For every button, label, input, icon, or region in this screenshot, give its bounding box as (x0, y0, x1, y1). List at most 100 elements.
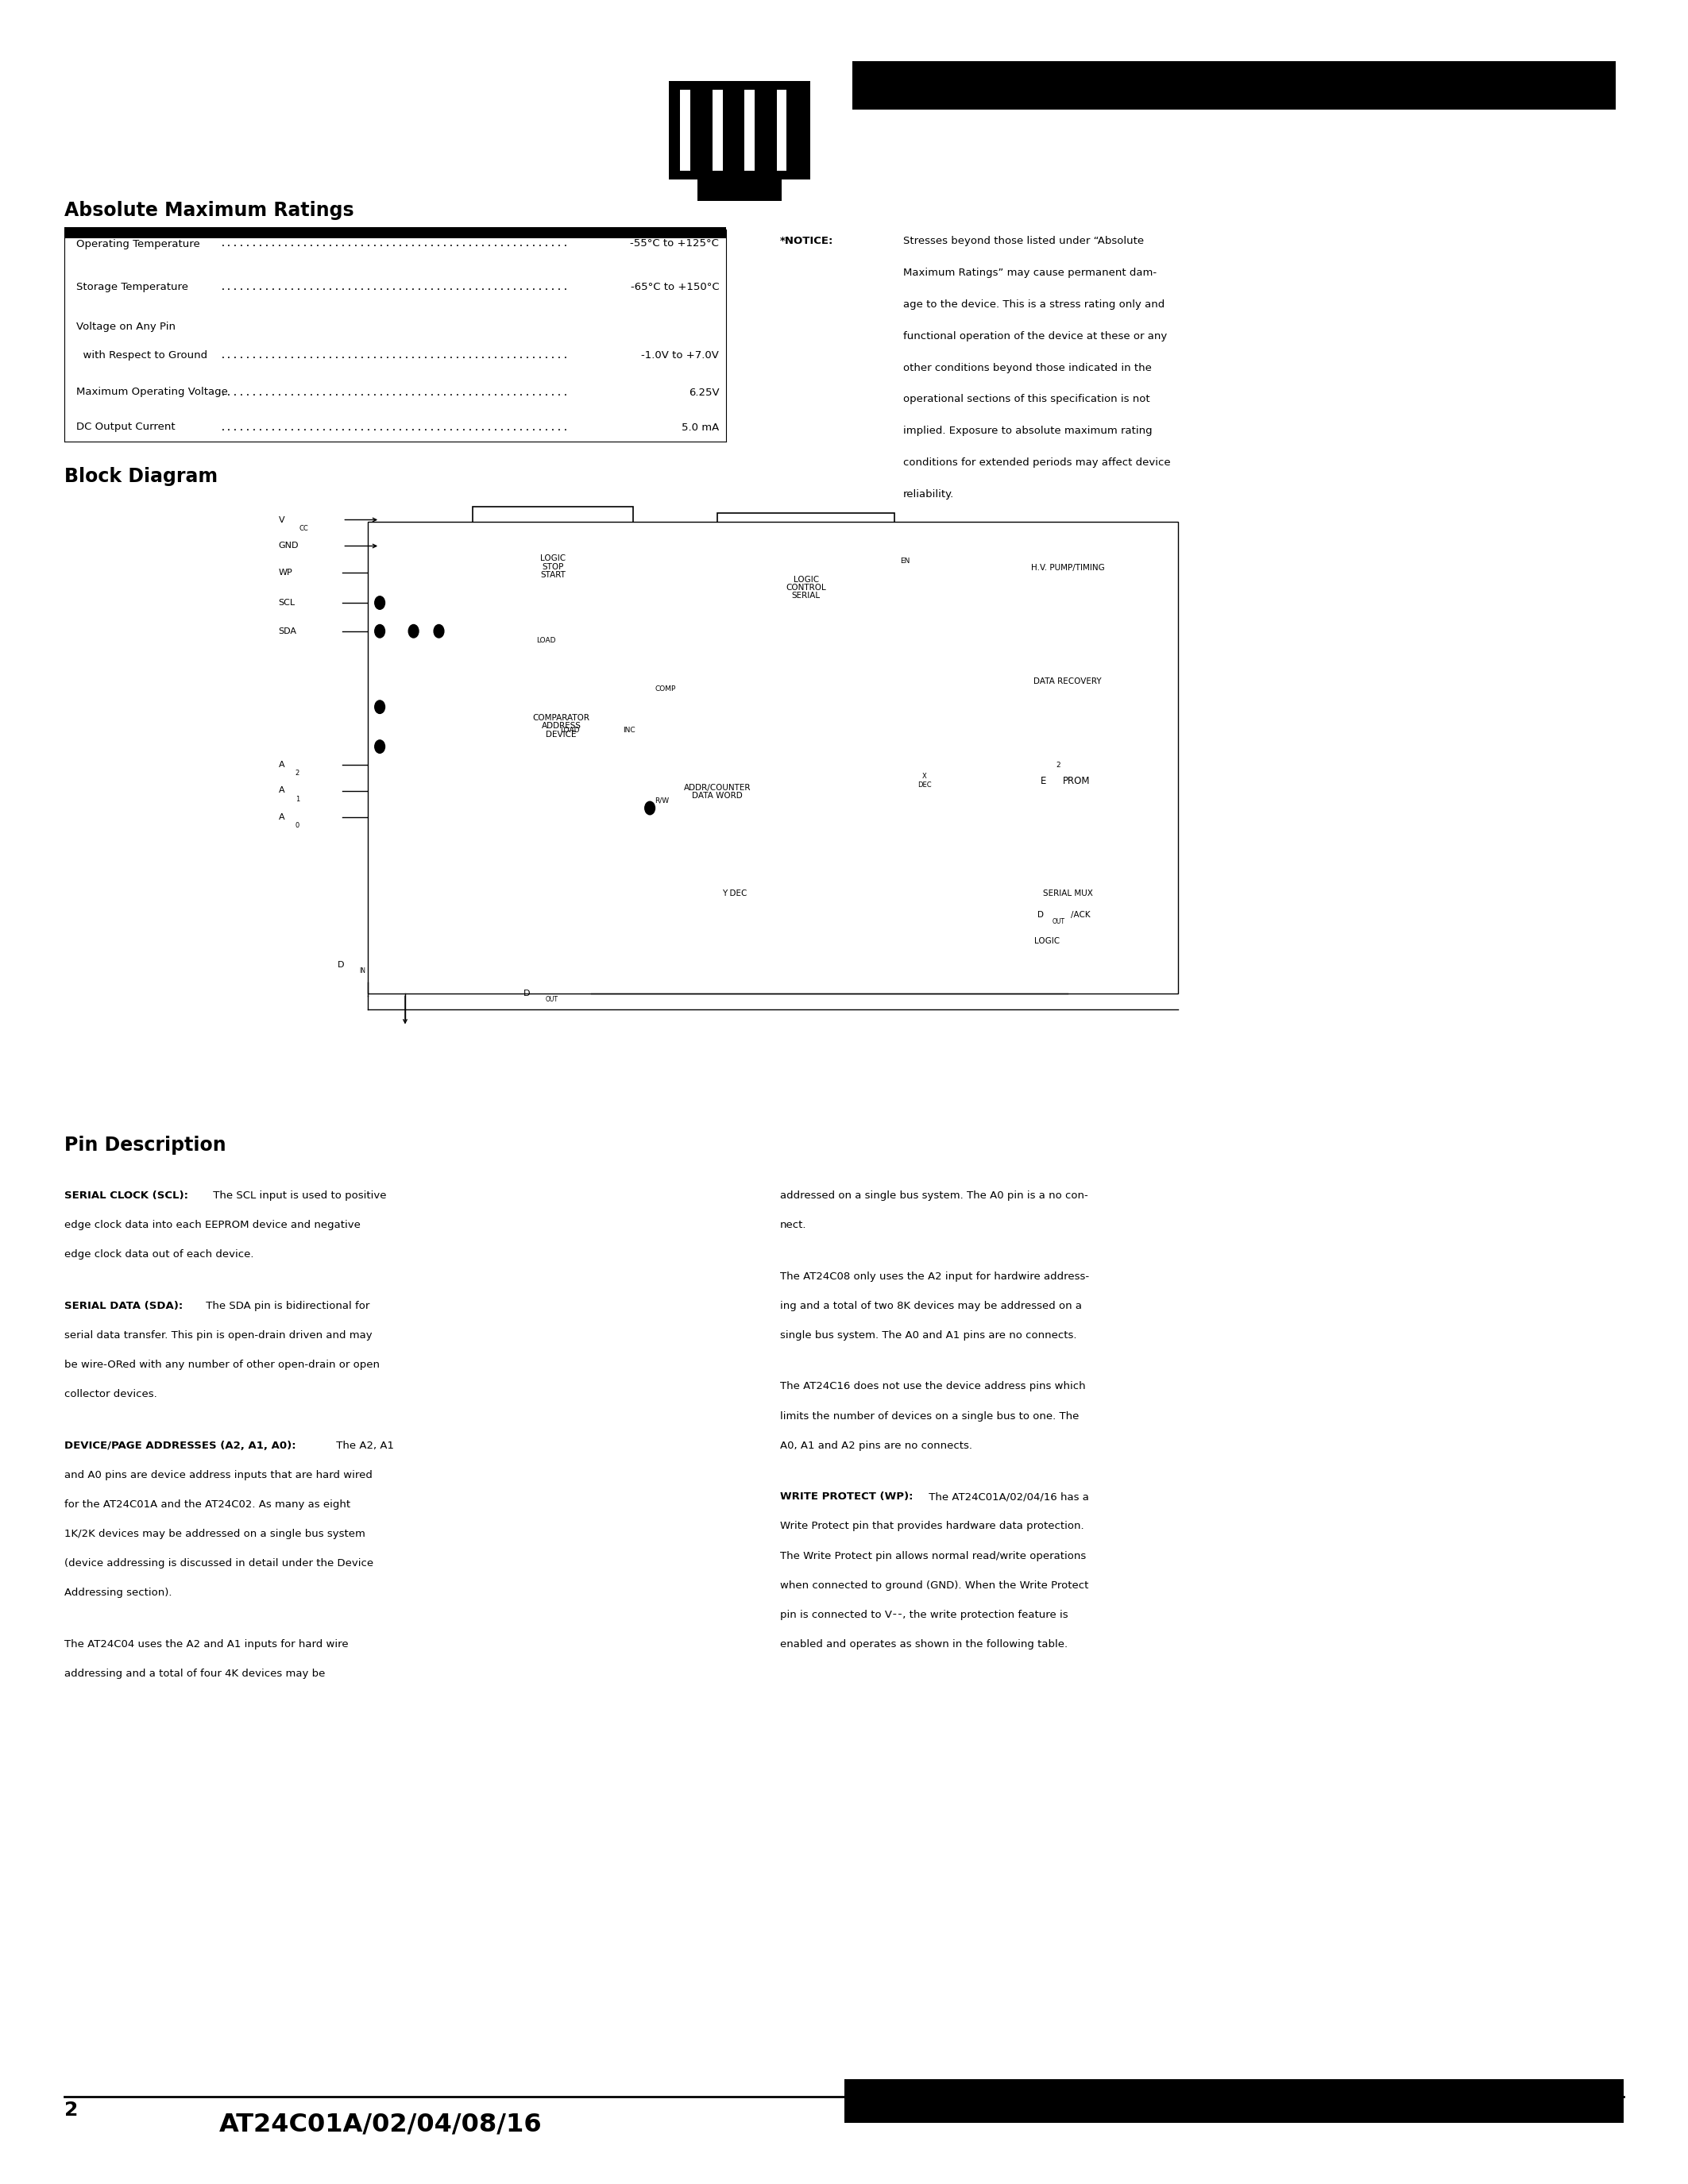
Text: operational sections of this specification is not: operational sections of this specificati… (903, 395, 1150, 404)
Text: ADDR/COUNTER: ADDR/COUNTER (684, 784, 751, 791)
Text: CC: CC (299, 524, 309, 533)
Text: The A2, A1: The A2, A1 (333, 1441, 393, 1450)
Text: DC Output Current: DC Output Current (76, 422, 176, 432)
Text: collector devices.: collector devices. (64, 1389, 157, 1400)
Text: age to the device. This is a stress rating only and: age to the device. This is a stress rati… (903, 299, 1165, 310)
Text: Write Protect pin that provides hardware data protection.: Write Protect pin that provides hardware… (780, 1520, 1084, 1531)
Bar (625, 743, 810, 841)
Text: D: D (1036, 911, 1043, 919)
Text: (device addressing is discussed in detail under the Device: (device addressing is discussed in detai… (64, 1559, 373, 1568)
Text: when connected to ground (GND). When the Write Protect: when connected to ground (GND). When the… (780, 1581, 1089, 1590)
Text: SERIAL: SERIAL (792, 592, 820, 601)
Text: GND: GND (279, 542, 299, 550)
Text: PROM: PROM (1063, 775, 1090, 786)
Text: Storage Temperature: Storage Temperature (76, 282, 187, 293)
Text: Stresses beyond those listed under “Absolute: Stresses beyond those listed under “Abso… (903, 236, 1144, 247)
Text: The SDA pin is bidirectional for: The SDA pin is bidirectional for (203, 1302, 370, 1310)
Text: SERIAL MUX: SERIAL MUX (1043, 889, 1092, 898)
Text: serial data transfer. This pin is open-drain driven and may: serial data transfer. This pin is open-d… (64, 1330, 371, 1341)
Text: 5.0 mA: 5.0 mA (682, 422, 719, 432)
Text: addressed on a single bus system. The A0 pin is a no con-: addressed on a single bus system. The A0… (780, 1190, 1087, 1201)
Text: reliability.: reliability. (903, 489, 954, 500)
Text: A0, A1 and A2 pins are no connects.: A0, A1 and A2 pins are no connects. (780, 1441, 972, 1450)
Bar (667, 858, 802, 928)
Text: STOP: STOP (542, 563, 564, 570)
Text: LOAD: LOAD (560, 727, 581, 734)
Text: Operating Temperature: Operating Temperature (76, 238, 199, 249)
Text: and A0 pins are device address inputs that are hard wired: and A0 pins are device address inputs th… (64, 1470, 373, 1481)
Bar (852, 61, 1615, 109)
Text: LOGIC: LOGIC (1035, 937, 1060, 946)
Text: SERIAL CLOCK (SCL):: SERIAL CLOCK (SCL): (64, 1190, 187, 1201)
Text: Y DEC: Y DEC (722, 889, 746, 898)
Text: for the AT24C01A and the AT24C02. As many as eight: for the AT24C01A and the AT24C02. As man… (64, 1500, 349, 1509)
Text: INC: INC (623, 727, 635, 734)
Text: Pin Description: Pin Description (64, 1136, 226, 1155)
Text: .......................................................: ........................................… (219, 238, 571, 249)
Circle shape (375, 740, 385, 753)
Bar (971, 524, 1165, 612)
Text: pin is connected to V⁃⁃, the write protection feature is: pin is connected to V⁃⁃, the write prote… (780, 1610, 1069, 1621)
Circle shape (375, 596, 385, 609)
Text: Block Diagram: Block Diagram (64, 467, 218, 487)
Bar (368, 522, 1178, 994)
Text: edge clock data out of each device.: edge clock data out of each device. (64, 1249, 253, 1260)
Text: The AT24C16 does not use the device address pins which: The AT24C16 does not use the device addr… (780, 1382, 1085, 1391)
Text: Voltage on Any Pin: Voltage on Any Pin (76, 321, 176, 332)
Text: Maximum Operating Voltage: Maximum Operating Voltage (76, 387, 228, 397)
Text: A: A (279, 786, 285, 795)
Text: DEVICE: DEVICE (545, 729, 577, 738)
Text: A: A (279, 760, 285, 769)
Text: 1K/2K devices may be addressed on a single bus system: 1K/2K devices may be addressed on a sing… (64, 1529, 365, 1540)
Text: V: V (279, 515, 285, 524)
Text: enabled and operates as shown in the following table.: enabled and operates as shown in the fol… (780, 1638, 1067, 1649)
Text: 2: 2 (295, 769, 299, 778)
Text: START: START (540, 570, 565, 579)
Text: other conditions beyond those indicated in the: other conditions beyond those indicated … (903, 363, 1151, 373)
Text: LOGIC: LOGIC (793, 577, 819, 583)
Text: The AT24C01A/02/04/16 has a: The AT24C01A/02/04/16 has a (925, 1492, 1089, 1503)
Text: WP: WP (279, 568, 292, 577)
Text: functional operation of the device at these or any: functional operation of the device at th… (903, 332, 1166, 341)
Text: .......................................................: ........................................… (219, 422, 571, 432)
Text: /ACK: /ACK (1072, 911, 1090, 919)
Bar (971, 885, 1165, 972)
Text: The Write Protect pin allows normal read/write operations: The Write Protect pin allows normal read… (780, 1551, 1085, 1562)
Text: IN: IN (360, 968, 366, 974)
Text: The AT24C04 uses the A2 and A1 inputs for hard wire: The AT24C04 uses the A2 and A1 inputs fo… (64, 1638, 348, 1649)
Text: OUT: OUT (1053, 917, 1065, 926)
Bar (776, 90, 787, 170)
Bar (971, 858, 1165, 928)
Text: WRITE PROTECT (WP):: WRITE PROTECT (WP): (780, 1492, 913, 1503)
Text: ADDRESS: ADDRESS (542, 723, 581, 729)
Circle shape (375, 625, 385, 638)
Bar (744, 90, 755, 170)
Text: .......................................................: ........................................… (219, 387, 571, 397)
Text: Addressing section).: Addressing section). (64, 1588, 172, 1599)
Bar (971, 642, 1165, 721)
Text: conditions for extended periods may affect device: conditions for extended periods may affe… (903, 459, 1170, 467)
Text: OUT: OUT (545, 996, 559, 1002)
Bar (712, 90, 722, 170)
Text: AT24C01A/02/04/08/16: AT24C01A/02/04/08/16 (219, 2112, 542, 2136)
Bar (473, 507, 633, 627)
Text: LOAD: LOAD (537, 638, 555, 644)
Text: CONTROL: CONTROL (787, 583, 825, 592)
Text: edge clock data into each EEPROM device and negative: edge clock data into each EEPROM device … (64, 1221, 360, 1230)
Text: nect.: nect. (780, 1221, 807, 1230)
Text: addressing and a total of four 4K devices may be: addressing and a total of four 4K device… (64, 1669, 326, 1679)
Text: Maximum Ratings” may cause permanent dam-: Maximum Ratings” may cause permanent dam… (903, 269, 1156, 277)
Text: DATA RECOVERY: DATA RECOVERY (1033, 677, 1102, 686)
Circle shape (645, 802, 655, 815)
Text: -55°C to +125°C: -55°C to +125°C (630, 238, 719, 249)
Text: ing and a total of two 8K devices may be addressed on a: ing and a total of two 8K devices may be… (780, 1302, 1082, 1310)
Text: 2: 2 (64, 2101, 78, 2121)
Text: LOGIC: LOGIC (540, 555, 565, 563)
Text: be wire-ORed with any number of other open-drain or open: be wire-ORed with any number of other op… (64, 1358, 380, 1369)
Text: DATA WORD: DATA WORD (692, 793, 743, 799)
Text: 1: 1 (295, 795, 299, 804)
Text: COMP: COMP (655, 686, 675, 692)
Text: single bus system. The A0 and A1 pins are no connects.: single bus system. The A0 and A1 pins ar… (780, 1330, 1077, 1341)
Bar (473, 666, 650, 786)
Bar (709, 81, 770, 98)
